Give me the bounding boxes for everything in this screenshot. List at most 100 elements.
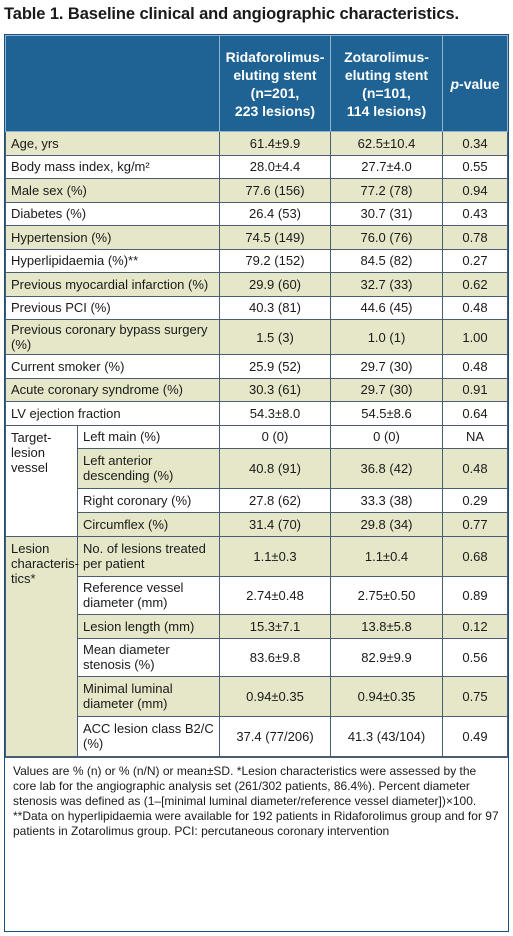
zotarolimus-value: 2.75±0.50 xyxy=(330,575,443,615)
header-pvalue: p-value xyxy=(442,35,508,132)
row-label: Left anterior descending (%) xyxy=(77,447,220,489)
table-row: Acute coronary syndrome (%) 30.3 (61) 29.7… xyxy=(5,377,508,402)
ridaforolimus-value: 0.94±0.35 xyxy=(219,675,331,717)
table-row: Lesion characteris-tics* No. of lesions tr… xyxy=(5,535,508,757)
table-row: Previous myocardial infarction (%) 29.9 (… xyxy=(5,272,508,297)
row-label: Age, yrs xyxy=(5,131,220,156)
p-value: 0.48 xyxy=(442,295,508,320)
ridaforolimus-value: 40.8 (91) xyxy=(219,447,331,489)
ridaforolimus-value: 25.9 (52) xyxy=(219,354,331,379)
p-value: 0.62 xyxy=(442,272,508,297)
table-row: Current smoker (%) 25.9 (52) 29.7 (30) 0.48 xyxy=(5,354,508,379)
group-label-line: vessel xyxy=(11,459,48,475)
table-row: Previous PCI (%) 40.3 (81) 44.6 (45) 0.48 xyxy=(5,295,508,320)
p-value: 0.27 xyxy=(442,248,508,273)
ridaforolimus-value: 1.1±0.3 xyxy=(219,535,331,577)
p-value: NA xyxy=(442,424,508,449)
group-label-line: characteris- xyxy=(11,555,79,571)
p-value: 0.56 xyxy=(442,637,508,677)
group-label-line: Lesion xyxy=(11,540,50,556)
target_vessel-group-label: Target-lesion vessel xyxy=(5,424,78,537)
header-zotarolimus: Zotarolimus- eluting stent (n=101, 114 l… xyxy=(330,35,443,132)
zotarolimus-value: 36.8 (42) xyxy=(330,447,443,489)
row-label: No. of lesions treated per patient xyxy=(77,535,220,577)
p-value: 0.78 xyxy=(442,225,508,250)
zotarolimus-value: 13.8±5.8 xyxy=(330,613,443,639)
p-value: 0.12 xyxy=(442,613,508,639)
ridaforolimus-value: 1.5 (3) xyxy=(219,319,331,355)
lesion-group-label: Lesion characteris-tics* xyxy=(5,535,79,757)
row-label: Left main (%) xyxy=(77,424,220,449)
zotarolimus-value: 29.7 (30) xyxy=(330,377,443,402)
ridaforolimus-value: 40.3 (81) xyxy=(219,295,331,320)
zotarolimus-value: 29.7 (30) xyxy=(330,354,443,379)
table-frame: Ridaforolimus- eluting stent (n=201, 223… xyxy=(4,34,509,932)
zotarolimus-value: 76.0 (76) xyxy=(330,225,443,250)
p-value: 0.49 xyxy=(442,715,508,757)
p-value: 0.55 xyxy=(442,154,508,179)
ridaforolimus-value: 26.4 (53) xyxy=(219,201,331,226)
row-label: Reference vessel diameter (mm) xyxy=(77,575,220,615)
table-title: Table 1. Baseline clinical and angiograp… xyxy=(4,5,459,23)
zotarolimus-value: 1.0 (1) xyxy=(330,319,443,355)
table-row: Lesion length (mm) 15.3±7.1 13.8±5.8 0.12 xyxy=(6,613,508,639)
row-label: Current smoker (%) xyxy=(5,354,220,379)
row-label: Circumflex (%) xyxy=(77,511,220,537)
row-label: Body mass index, kg/m² xyxy=(5,154,220,179)
table-row: Body mass index, kg/m² 28.0±4.4 27.7±4.0 0.… xyxy=(5,154,508,179)
ridaforolimus-value: 83.6±9.8 xyxy=(219,637,331,677)
header-ridaforolimus: Ridaforolimus- eluting stent (n=201, 223… xyxy=(219,35,331,132)
ridaforolimus-value: 79.2 (152) xyxy=(219,248,331,273)
table-row: Left anterior descending (%) 40.8 (91) 36.… xyxy=(6,447,508,489)
zotarolimus-value: 84.5 (82) xyxy=(330,248,443,273)
p-value: 0.48 xyxy=(442,447,508,489)
row-label: Right coronary (%) xyxy=(77,487,220,513)
ridaforolimus-value: 54.3±8.0 xyxy=(219,401,331,426)
p-value: 0.34 xyxy=(442,131,508,156)
table-row: Target-lesion vessel Left main (%) 0 (0) 0 (… xyxy=(5,424,508,537)
characteristics-table: Ridaforolimus- eluting stent (n=201, 223… xyxy=(5,35,508,757)
zotarolimus-value: 77.2 (78) xyxy=(330,178,443,203)
p-value: 0.43 xyxy=(442,201,508,226)
ridaforolimus-value: 77.6 (156) xyxy=(219,178,331,203)
zotarolimus-value: 32.7 (33) xyxy=(330,272,443,297)
table-row: Right coronary (%) 27.8 (62) 33.3 (38) 0.29 xyxy=(6,487,508,513)
header-row: Ridaforolimus- eluting stent (n=201, 223… xyxy=(5,35,508,132)
zotarolimus-value: 82.9±9.9 xyxy=(330,637,443,677)
zotarolimus-value: 0 (0) xyxy=(330,424,443,449)
table-row: Hypertension (%) 74.5 (149) 76.0 (76) 0.78 xyxy=(5,225,508,250)
ridaforolimus-value: 37.4 (77/206) xyxy=(219,715,331,757)
group-label-line: tics* xyxy=(11,570,36,586)
zotarolimus-value: 30.7 (31) xyxy=(330,201,443,226)
table-row: LV ejection fraction 54.3±8.0 54.5±8.6 0.64 xyxy=(5,401,508,426)
ridaforolimus-value: 30.3 (61) xyxy=(219,377,331,402)
zotarolimus-value: 54.5±8.6 xyxy=(330,401,443,426)
group-label-line: lesion xyxy=(11,444,45,460)
zotarolimus-value: 1.1±0.4 xyxy=(330,535,443,577)
table-row: Diabetes (%) 26.4 (53) 30.7 (31) 0.43 xyxy=(5,201,508,226)
ridaforolimus-value: 31.4 (70) xyxy=(219,511,331,537)
p-value: 0.91 xyxy=(442,377,508,402)
row-label: Hypertension (%) xyxy=(5,225,220,250)
table-row: Circumflex (%) 31.4 (70) 29.8 (34) 0.77 xyxy=(6,511,508,537)
p-value: 0.89 xyxy=(442,575,508,615)
ridaforolimus-value: 29.9 (60) xyxy=(219,272,331,297)
p-value: 0.77 xyxy=(442,511,508,537)
row-label: LV ejection fraction xyxy=(5,401,220,426)
ridaforolimus-value: 15.3±7.1 xyxy=(219,613,331,639)
p-value: 0.29 xyxy=(442,487,508,513)
zotarolimus-value: 62.5±10.4 xyxy=(330,131,443,156)
row-label: Male sex (%) xyxy=(5,178,220,203)
p-value: 1.00 xyxy=(442,319,508,355)
zotarolimus-value: 41.3 (43/104) xyxy=(330,715,443,757)
table-row: Previous coronary bypass surgery (%) 1.5 … xyxy=(5,319,508,355)
zotarolimus-value: 33.3 (38) xyxy=(330,487,443,513)
table-row: Minimal luminal diameter (mm) 0.94±0.35 0.… xyxy=(6,675,508,717)
row-label: Mean diameter stenosis (%) xyxy=(77,637,220,677)
table-row: ACC lesion class B2/C (%) 37.4 (77/206) 41… xyxy=(6,715,508,757)
row-label: Previous coronary bypass surgery (%) xyxy=(5,319,220,355)
table-row: Male sex (%) 77.6 (156) 77.2 (78) 0.94 xyxy=(5,178,508,203)
ridaforolimus-value: 27.8 (62) xyxy=(219,487,331,513)
row-label: Minimal luminal diameter (mm) xyxy=(77,675,220,717)
p-value: 0.68 xyxy=(442,535,508,577)
